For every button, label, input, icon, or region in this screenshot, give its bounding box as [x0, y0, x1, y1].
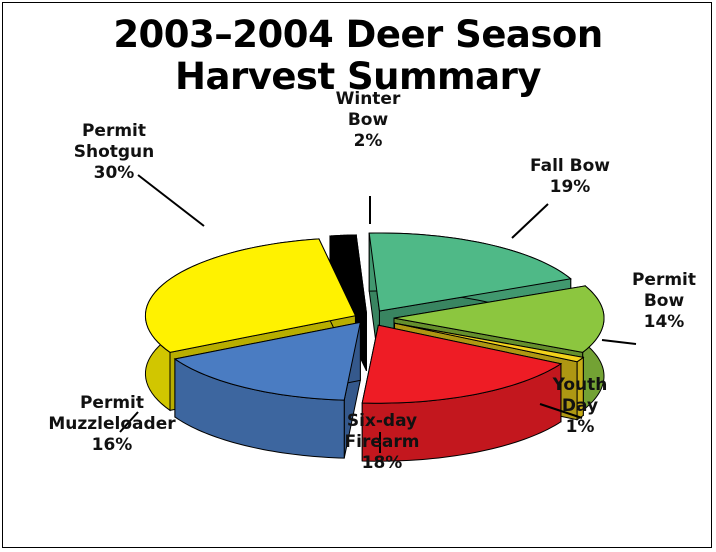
slice-label-4: Six-day Firearm 18%	[345, 411, 420, 473]
slice-label-0: Winter Bow 2%	[336, 89, 401, 151]
slice-label-line: 1%	[566, 417, 595, 437]
pie-slice-top	[144, 238, 357, 353]
leader-line-5	[119, 411, 139, 433]
slice-label-line: 18%	[362, 453, 403, 473]
slice-label-line: Six-day	[347, 411, 417, 431]
slice-label-line: Bow	[348, 110, 389, 130]
slice-label-line: 19%	[550, 177, 591, 197]
pie-slices	[144, 232, 605, 462]
leader-line-3	[539, 403, 583, 419]
pie-slice-5	[173, 321, 361, 459]
pie-slice-4	[361, 324, 563, 462]
slice-label-line: Winter	[336, 89, 401, 109]
slice-label-line: Youth	[552, 375, 608, 395]
slice-label-line: Permit	[82, 121, 146, 141]
pie-slice-top	[393, 285, 605, 353]
slice-label-line: Day	[562, 396, 598, 416]
pie-slice-top	[361, 324, 563, 404]
slice-label-line: 14%	[644, 312, 685, 332]
pie-slice-top	[329, 234, 367, 314]
slice-labels: Winter Bow 2%Fall Bow 19%Permit Bow 14%Youth D…	[48, 89, 696, 473]
leader-line-6	[137, 174, 205, 227]
slice-label-5: Permit Muzzleloader 16%	[48, 393, 176, 455]
slice-label-line: Bow	[644, 291, 685, 311]
leader-line-2	[601, 339, 637, 345]
slice-label-line: Permit	[632, 270, 696, 290]
pie-slice-top	[394, 322, 585, 363]
chart-title-line-2: Harvest Summary	[175, 55, 541, 98]
slice-label-2: Permit Bow 14%	[632, 270, 696, 332]
slice-label-line: Shotgun	[74, 142, 155, 162]
leader-lines	[119, 174, 637, 453]
pie-slice-top	[368, 232, 572, 312]
chart-title-line-1: 2003–2004 Deer Season	[113, 13, 603, 56]
slice-label-6: Permit Shotgun 30%	[74, 121, 155, 183]
slice-label-3: Youth Day 1%	[552, 375, 608, 437]
slice-label-line: Permit	[80, 393, 144, 413]
slice-label-line: Firearm	[345, 432, 420, 452]
slice-label-line: 30%	[94, 163, 135, 183]
slice-label-line: Fall Bow	[530, 156, 610, 176]
slice-label-1: Fall Bow 19%	[530, 156, 610, 197]
slice-label-line: 2%	[354, 131, 383, 151]
pie-slice-top	[173, 321, 361, 401]
slice-label-line: Muzzleloader	[48, 414, 176, 434]
chart-title: 2003–2004 Deer Season Harvest Summary	[0, 14, 716, 98]
slice-label-line: 16%	[92, 435, 133, 455]
leader-line-1	[511, 203, 549, 239]
